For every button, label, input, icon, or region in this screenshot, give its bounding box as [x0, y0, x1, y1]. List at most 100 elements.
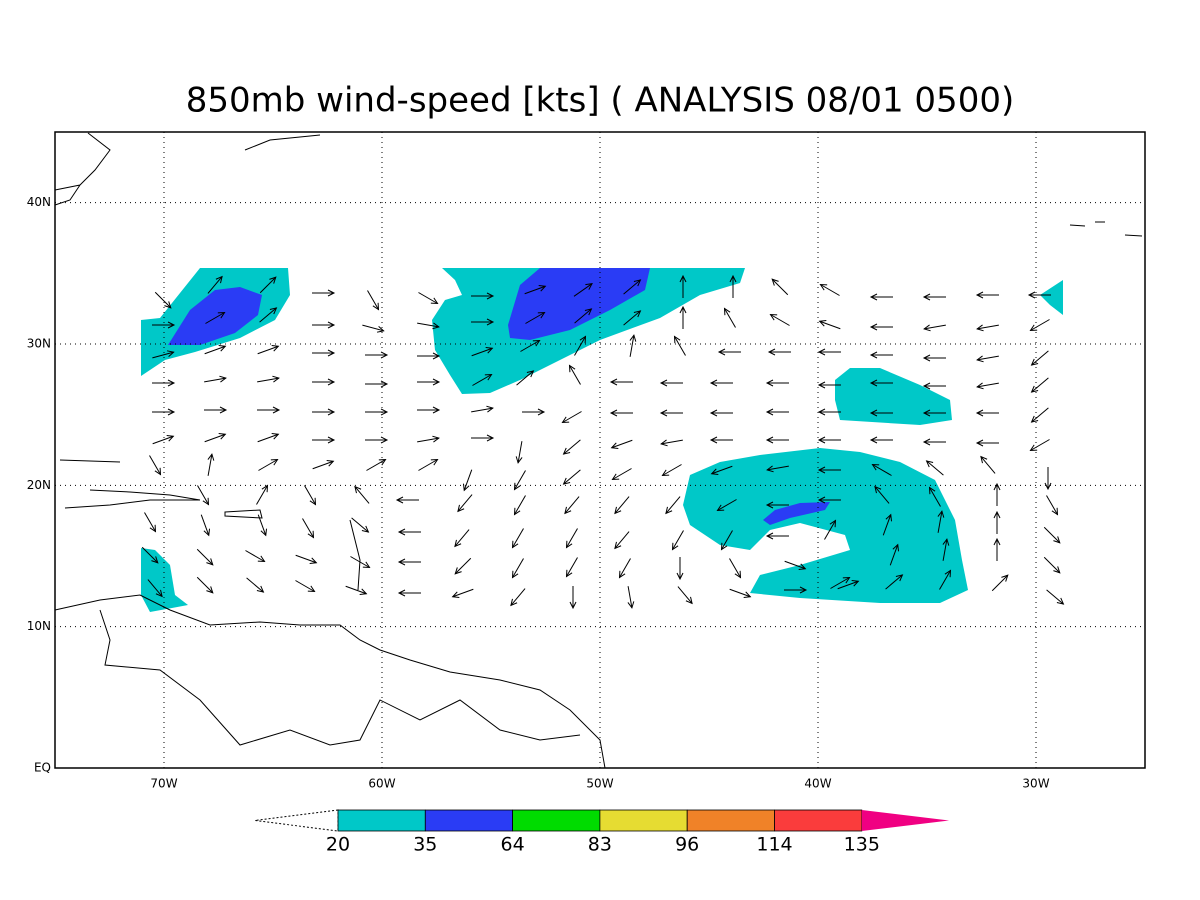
wind-arrow	[1029, 405, 1051, 425]
map-title: 850mb wind-speed [kts] ( ANALYSIS 08/01 …	[186, 81, 1014, 121]
wind-arrow	[416, 406, 440, 414]
coastline	[54, 132, 321, 206]
wind-arrow	[514, 440, 526, 464]
wind-arrow	[612, 529, 632, 551]
wind-arrow	[566, 363, 584, 387]
wind-arrow	[1029, 375, 1051, 395]
wind-arrow	[562, 494, 582, 516]
wind-arrow	[203, 430, 227, 446]
wind-arrow	[729, 275, 737, 299]
coastline	[99, 609, 581, 746]
wind-arrow	[470, 404, 494, 416]
wind-arrow	[203, 406, 227, 414]
wind-arrow	[204, 453, 216, 477]
wind-arrow	[151, 379, 175, 387]
wind-arrow	[721, 306, 739, 330]
wind-arrow	[364, 436, 388, 444]
lat-tick-label: 20N	[27, 478, 51, 492]
wind-arrow	[509, 556, 527, 580]
wind-arrow	[194, 483, 212, 507]
wind-arrow	[610, 409, 634, 417]
wind-arrow	[923, 438, 947, 446]
wind-arrow	[993, 538, 1001, 562]
wind-arrow	[976, 321, 1000, 333]
wind-arrow	[710, 436, 734, 444]
wind-arrow	[923, 321, 947, 333]
wind-arrow	[660, 379, 684, 387]
wind-arrow	[244, 575, 266, 595]
wind-arrow	[766, 436, 790, 444]
wind-arrow	[521, 408, 545, 416]
wind-arrow	[870, 436, 894, 444]
wind-arrow	[660, 436, 684, 448]
colorbar-label: 96	[675, 834, 699, 856]
wind-arrow	[726, 556, 744, 580]
coastlines	[54, 132, 1143, 769]
coastline	[1069, 221, 1143, 237]
wind-arrow	[1044, 587, 1066, 607]
wind-arrow	[364, 288, 382, 312]
wind-arrow	[511, 493, 529, 517]
wind-arrow	[364, 380, 388, 388]
wind-arrow	[311, 408, 335, 416]
wind-arrow	[151, 408, 175, 416]
wind-arrow	[364, 408, 388, 416]
wind-arrow	[1028, 436, 1052, 454]
colorbar-box	[686, 809, 775, 832]
wind-arrow	[398, 528, 422, 536]
wind-arrow	[470, 434, 494, 442]
colorbar: 20 35 64 83 96 114 135	[326, 809, 950, 856]
wind-arrow	[455, 492, 475, 514]
wind-arrow	[416, 352, 440, 360]
wind-arrow	[146, 453, 164, 477]
wind-arrow	[976, 439, 1000, 447]
wind-arrow	[508, 586, 528, 608]
wind-arrow	[563, 526, 581, 550]
wind-arrow	[569, 585, 577, 609]
lat-tick-label: 30N	[27, 337, 51, 351]
wind-arrow	[612, 494, 632, 516]
wind-arrow	[511, 468, 529, 492]
wind-arrow	[416, 434, 440, 446]
wind-arrow	[152, 289, 174, 311]
wind-arrow	[669, 528, 687, 552]
wind-arrow	[1041, 554, 1063, 576]
wind-arrow	[396, 496, 420, 504]
wind-arrow	[560, 408, 584, 426]
wind-arrow	[398, 589, 422, 597]
colorbar-label: 64	[501, 834, 525, 856]
wind-arrow	[416, 289, 440, 307]
wind-arrow	[509, 526, 527, 550]
wind-arrow	[311, 436, 335, 444]
wind-arrow	[194, 574, 216, 596]
wind-arrow	[416, 378, 440, 386]
wind-arrow	[616, 556, 634, 580]
wind-arrow	[768, 311, 792, 329]
wind-arrow	[976, 409, 1000, 417]
wind-arrow	[989, 572, 1011, 594]
wind-arrow	[1044, 466, 1052, 490]
colorbar-label: 35	[413, 834, 437, 856]
wind-arrow	[978, 454, 998, 476]
wind-arrow	[671, 334, 689, 358]
wind-arrow	[728, 585, 752, 601]
wind-arrow	[710, 379, 734, 387]
wind-arrow	[710, 409, 734, 417]
wind-arrow	[923, 382, 947, 390]
wind-arrow	[151, 432, 175, 448]
wind-arrow	[361, 321, 385, 335]
colorbar-box	[424, 809, 513, 832]
wind-arrow	[398, 558, 422, 566]
wind-arrow	[766, 379, 790, 387]
wind-arrow	[416, 456, 440, 474]
wind-arrow	[460, 468, 476, 492]
wind-arrow	[194, 546, 216, 568]
wind-arrow	[452, 555, 474, 577]
wind-arrow	[1041, 524, 1063, 546]
wind-arrow	[660, 461, 684, 479]
wind-arrow	[818, 317, 842, 333]
wind-arrow	[976, 379, 1000, 391]
wind-arrow	[197, 513, 213, 537]
wind-arrow	[311, 349, 335, 357]
wind-arrow	[923, 354, 947, 362]
